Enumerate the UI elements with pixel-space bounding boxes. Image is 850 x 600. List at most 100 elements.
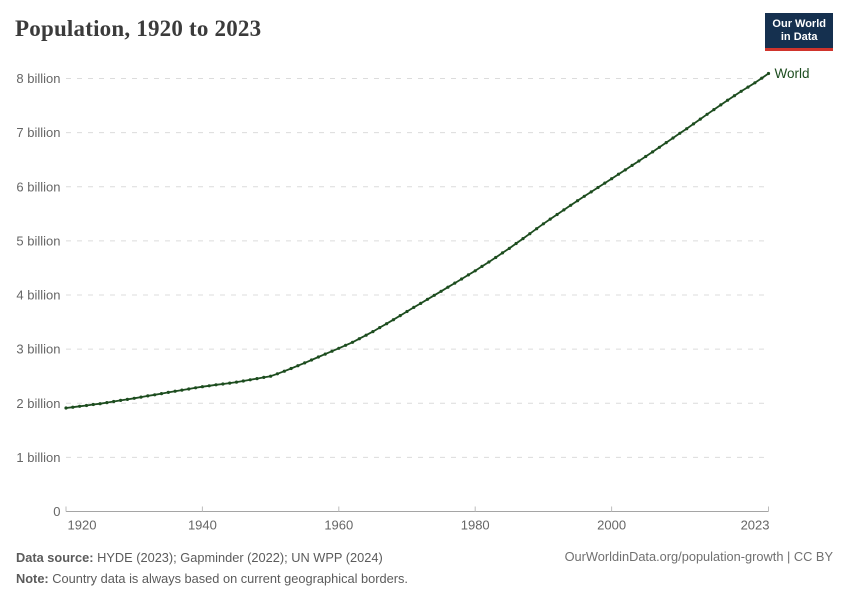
data-point[interactable] [330,349,334,353]
data-point[interactable] [630,163,634,167]
data-point[interactable] [569,203,573,207]
data-point[interactable] [180,388,184,392]
data-point[interactable] [91,402,95,407]
data-point[interactable] [460,277,464,281]
data-point[interactable] [337,346,341,350]
data-point[interactable] [234,380,239,384]
data-point[interactable] [548,217,552,221]
data-point[interactable] [419,301,423,305]
data-point[interactable] [535,227,539,231]
data-point[interactable] [766,71,771,76]
line-chart[interactable]: 0 1 billion 2 billion 3 billion 4 billion 5 b… [0,0,850,545]
footer-link[interactable]: OurWorldinData.org/population-growth | C… [564,549,833,564]
data-point[interactable] [678,131,682,135]
data-point[interactable] [269,374,273,378]
data-point[interactable] [173,389,177,393]
data-point[interactable] [200,385,204,389]
data-point[interactable] [228,381,232,385]
data-point[interactable] [350,340,355,344]
data-point[interactable] [439,289,443,293]
data-point[interactable] [344,343,348,347]
data-point[interactable] [671,136,675,140]
data-point[interactable] [139,395,143,399]
data-point[interactable] [248,378,252,382]
data-point[interactable] [494,255,498,260]
data-point[interactable] [241,379,245,383]
data-point[interactable] [159,392,164,396]
data-point[interactable] [712,108,716,112]
data-point[interactable] [153,393,157,397]
data-point[interactable] [323,352,327,356]
data-point[interactable] [98,402,102,406]
data-point[interactable] [575,199,580,203]
data-point[interactable] [664,141,668,145]
data-point[interactable] [303,361,307,365]
data-point[interactable] [425,297,430,301]
data-point[interactable] [473,269,477,273]
data-point[interactable] [528,232,532,236]
data-point[interactable] [378,326,382,330]
data-point[interactable] [125,397,129,401]
data-point[interactable] [391,318,395,322]
data-point[interactable] [596,185,600,190]
data-point[interactable] [166,390,170,394]
data-point[interactable] [296,364,300,368]
data-point[interactable] [719,103,723,107]
data-point[interactable] [207,384,211,388]
data-point[interactable] [275,372,279,376]
data-point[interactable] [623,168,627,172]
data-point[interactable] [739,89,743,93]
data-point[interactable] [521,237,525,241]
data-point[interactable] [194,386,198,390]
data-point[interactable] [555,212,559,217]
data-point[interactable] [500,251,505,255]
data-point[interactable] [282,369,286,373]
owid-logo[interactable]: Our World in Data [765,13,833,51]
data-point[interactable] [705,112,709,116]
data-point[interactable] [589,190,593,194]
data-point[interactable] [405,309,409,314]
data-point[interactable] [221,382,225,386]
data-point[interactable] [616,172,621,176]
data-point[interactable] [698,117,702,121]
data-point[interactable] [637,159,641,163]
data-point[interactable] [119,398,123,402]
data-point[interactable] [657,145,662,149]
data-point[interactable] [726,98,730,102]
data-point[interactable] [105,401,109,405]
series-label[interactable]: World [775,66,810,81]
data-point[interactable] [487,260,491,264]
data-point[interactable] [644,154,648,159]
data-point[interactable] [562,208,566,212]
data-point[interactable] [262,375,266,379]
data-point[interactable] [214,383,218,387]
data-point[interactable] [112,399,116,404]
data-point[interactable] [760,76,764,80]
data-point[interactable] [64,406,68,410]
data-point[interactable] [316,355,320,359]
data-point[interactable] [132,396,136,400]
data-point[interactable] [466,273,470,277]
data-point[interactable] [753,81,757,85]
data-point[interactable] [146,394,150,398]
data-point[interactable] [309,358,314,362]
data-point[interactable] [364,333,368,337]
data-point[interactable] [732,94,737,98]
data-point[interactable] [412,305,416,309]
data-point[interactable] [603,181,607,185]
data-point[interactable] [514,241,518,246]
data-point[interactable] [541,222,546,226]
data-point[interactable] [746,85,750,89]
data-point[interactable] [71,405,75,409]
data-point[interactable] [480,264,484,268]
data-point[interactable] [582,194,586,198]
data-point[interactable] [84,403,89,408]
data-point[interactable] [78,404,82,408]
data-point[interactable] [432,293,436,297]
data-point[interactable] [371,330,375,334]
data-point[interactable] [651,150,655,154]
data-point[interactable] [398,314,402,318]
data-point[interactable] [685,127,689,131]
data-point[interactable] [289,366,293,371]
data-point[interactable] [357,337,361,341]
